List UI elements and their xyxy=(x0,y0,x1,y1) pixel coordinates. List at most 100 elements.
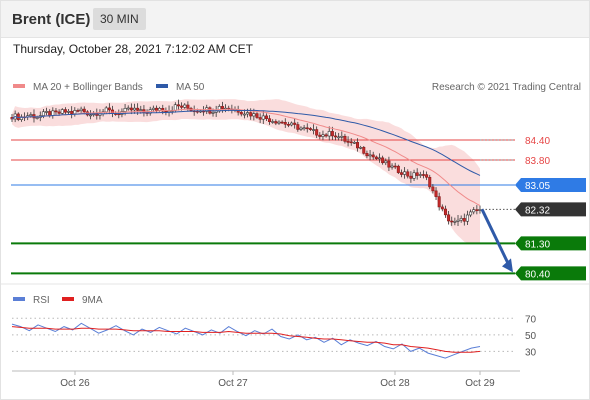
candle-body xyxy=(151,107,155,110)
candle xyxy=(277,120,281,125)
candle xyxy=(425,171,429,181)
level-tag: 80.40 xyxy=(515,266,586,281)
ma50-line xyxy=(11,109,481,176)
level-label: 83.80 xyxy=(525,156,550,167)
candle-body xyxy=(359,147,363,149)
candle xyxy=(475,205,479,215)
candle-body xyxy=(246,112,250,115)
level-tag-label: 80.40 xyxy=(525,269,550,280)
candle xyxy=(459,215,463,223)
candle-body xyxy=(390,165,394,168)
candle-body xyxy=(327,131,331,137)
level-tag: 82.32 xyxy=(515,202,586,217)
candle xyxy=(450,216,454,226)
candle-body xyxy=(296,124,300,130)
candle xyxy=(89,110,93,120)
candle xyxy=(384,158,388,166)
candle xyxy=(183,103,187,110)
candle-body xyxy=(365,153,369,157)
level-tag-box xyxy=(515,178,586,192)
candle-body xyxy=(126,107,130,110)
candle xyxy=(126,105,130,111)
candle-body xyxy=(136,107,140,111)
candle xyxy=(186,101,190,112)
candle-body xyxy=(321,134,325,137)
candle xyxy=(321,130,325,141)
candle-body xyxy=(462,218,466,222)
candle xyxy=(60,108,64,115)
candle xyxy=(271,119,275,124)
candle-body xyxy=(176,104,180,107)
rsi-ma9-line xyxy=(11,326,481,353)
candle xyxy=(346,136,350,147)
candle-body xyxy=(158,108,162,111)
rsi-grid: 70 50 30 xyxy=(12,314,537,358)
candle-body xyxy=(381,157,385,164)
candle-body xyxy=(368,154,372,157)
candle xyxy=(374,155,378,161)
candle-body xyxy=(19,116,23,120)
candle-body xyxy=(290,122,294,126)
candle xyxy=(293,118,297,129)
candle xyxy=(443,205,447,218)
candle xyxy=(343,133,347,144)
candle-body xyxy=(475,209,479,211)
candle-body xyxy=(255,113,259,118)
candle xyxy=(57,109,61,116)
candle-body xyxy=(76,110,80,112)
candle xyxy=(264,113,268,121)
candle-body xyxy=(258,117,262,120)
candle-body xyxy=(356,142,360,149)
candle xyxy=(469,209,473,218)
candle-body xyxy=(242,113,246,116)
candle xyxy=(19,114,23,122)
candle xyxy=(462,213,466,226)
candle-body xyxy=(57,111,61,114)
x-tick-label: Oct 27 xyxy=(218,378,248,389)
candle xyxy=(324,132,328,138)
candle-body xyxy=(472,209,476,213)
price-legend: MA 20 + Bollinger Bands MA 50 xyxy=(13,82,205,93)
level-label: 84.40 xyxy=(525,136,550,147)
candle-body xyxy=(129,107,133,111)
candle xyxy=(76,108,80,113)
instrument-title: Brent (ICE) xyxy=(12,11,91,28)
candle xyxy=(415,168,419,180)
candle-body xyxy=(340,135,344,138)
candle-body xyxy=(239,111,243,115)
interval-button[interactable]: 30 MIN xyxy=(93,8,146,30)
candle xyxy=(274,119,278,126)
candle xyxy=(305,123,309,133)
candle xyxy=(406,169,410,179)
rsi-legend-label: RSI xyxy=(33,295,50,306)
candle xyxy=(399,169,403,178)
candle-body xyxy=(123,108,127,112)
candle xyxy=(456,215,460,226)
candle xyxy=(409,171,413,183)
projection-arrow-head xyxy=(502,258,513,273)
x-tick-label: Oct 29 xyxy=(465,378,495,389)
bollinger-band xyxy=(12,99,480,244)
rsi-legend-label: 9MA xyxy=(82,295,103,306)
candle-body xyxy=(349,141,353,144)
x-axis-ticks: Oct 26 Oct 27 Oct 28 Oct 29 xyxy=(60,371,495,389)
candle xyxy=(472,207,476,215)
candle xyxy=(290,121,294,127)
x-tick-label: Oct 28 xyxy=(380,378,410,389)
candle-body xyxy=(293,122,297,125)
candle xyxy=(70,106,74,119)
candle xyxy=(359,145,363,150)
candle-body xyxy=(437,196,441,208)
legend-label: MA 50 xyxy=(176,82,205,93)
candle-body xyxy=(261,115,265,120)
candle-body xyxy=(173,104,177,111)
candle-body xyxy=(32,114,36,119)
legend-swatch xyxy=(156,84,168,88)
candle-body xyxy=(396,165,400,173)
candle xyxy=(377,153,381,163)
candle-body xyxy=(286,123,290,126)
candle-body xyxy=(220,106,224,109)
candle-body xyxy=(183,104,187,108)
candle-body xyxy=(456,219,460,222)
level-tag-label: 83.05 xyxy=(525,181,550,192)
